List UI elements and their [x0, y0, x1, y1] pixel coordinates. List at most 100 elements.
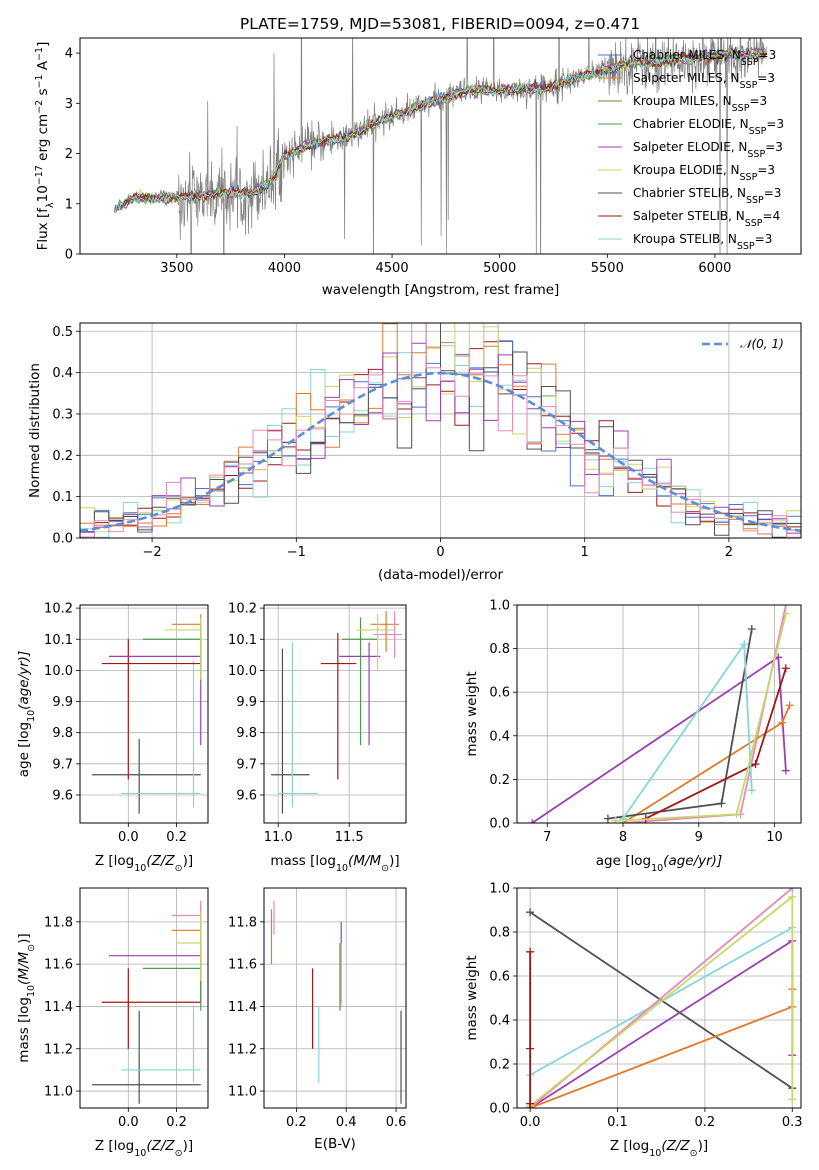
label-part: SSP [740, 172, 758, 183]
y-tick-label: 11.4 [44, 1000, 73, 1015]
y-tick-label: 4 [65, 47, 73, 62]
x-tick-label: 0.6 [386, 1115, 407, 1130]
y-tick-label: 0.6 [489, 970, 510, 985]
x-tick-label: 0.0 [520, 1115, 541, 1130]
y-axis-label: Normed distribution [27, 363, 43, 498]
mass_vs_ebv-panel: 0.2 0.4 0.6 11.0 11.2 11.4 11.6 11.8 E(B-V) [228, 887, 407, 1152]
y-tick-label: 0.1 [52, 490, 73, 505]
y-tick-label: 1.0 [489, 599, 510, 614]
y-tick-label: 1 [65, 197, 73, 212]
label-part: )] [389, 853, 400, 869]
axes-frame [79, 887, 209, 1109]
axes-frame [79, 37, 802, 255]
axes-frame [263, 604, 407, 824]
y-tick-label: 11.2 [228, 1042, 257, 1057]
x-tick-label: 0 [436, 545, 444, 560]
y-tick-label: 0.2 [489, 773, 510, 788]
point-kroupa_elodie [611, 816, 620, 823]
label-part: SSP [747, 149, 765, 160]
label-part: −1 [34, 74, 45, 88]
y-tick-label: 0.4 [52, 366, 73, 381]
y-tick-label: 11.8 [44, 915, 73, 930]
label-part: )] [183, 1138, 194, 1154]
x-tick-label: 4000 [268, 261, 301, 276]
y-tick-label: 9.9 [236, 695, 257, 710]
y-tick-label: 11.0 [44, 1085, 73, 1100]
y-tick-label: 9.8 [236, 726, 257, 741]
model-line-kroupa_stelib [113, 46, 768, 214]
x-axis-label: age [log10(age/yr)] [596, 853, 722, 874]
point-salpeter_stelib [526, 1099, 535, 1108]
label-part: =3 [765, 140, 783, 154]
point-salpeter_elodie [781, 766, 790, 775]
hist-chabrier_stelib [80, 323, 801, 538]
label-part: =3 [749, 94, 767, 108]
y-tick-label: 0.2 [489, 1058, 510, 1073]
point-kroupa_elodie [788, 892, 797, 901]
point-kroupa_stelib [740, 640, 749, 649]
y-tick-label: 2 [65, 147, 73, 162]
errorbars [271, 611, 402, 814]
label-part: ⊙ [175, 863, 183, 874]
x-tick-label: −2 [143, 545, 162, 560]
label-part: =3 [759, 48, 777, 62]
label-part: SSP [740, 80, 758, 91]
label-part: Kroupa STELIB, N [633, 232, 737, 246]
label-part: )] [183, 853, 194, 869]
point-kroupa_stelib [747, 786, 756, 795]
label-part: ⊙ [690, 1148, 698, 1159]
axes-frame [263, 887, 407, 1109]
x-tick-label: 0.4 [336, 1115, 357, 1130]
legend-label: Kroupa STELIB, NSSP=3 [633, 232, 772, 252]
x-tick-label: 9 [695, 830, 703, 845]
y-tick-label: 11.6 [44, 958, 73, 973]
spectrum-lines [113, 38, 768, 254]
label-part: =3 [766, 117, 784, 131]
weight-lines [528, 605, 794, 823]
point-salpeter_elodie [528, 819, 537, 823]
y-tick-label: 9.9 [52, 695, 73, 710]
label-part: SSP [741, 57, 759, 68]
label-part: 10 [26, 710, 37, 722]
label-part: =3 [755, 232, 773, 246]
x-tick-label: 0.2 [166, 830, 187, 845]
mass_vs_Z-panel: 0.0 0.211.011.211.411.611.8Z [log10(Z/Z⊙)… [16, 887, 209, 1159]
point-pink [788, 888, 797, 892]
point-chabrier_stelib [717, 799, 726, 808]
y-tick-label: 3 [65, 97, 73, 112]
x-tick-label: 7 [543, 830, 551, 845]
legend-label: 𝒩(0, 1) [740, 337, 784, 351]
legend-label: Salpeter STELIB, NSSP=4 [633, 209, 780, 229]
point-salpeter_stelib [781, 664, 790, 673]
point-chabrier_stelib [747, 624, 756, 633]
y-tick-label: 0.4 [489, 729, 510, 744]
errorbars [270, 900, 402, 1104]
label-part: (M/M [16, 951, 32, 984]
label-part: 10 [134, 863, 146, 874]
y-tick-label: 9.7 [52, 757, 73, 772]
x-tick-label: 5500 [591, 261, 624, 276]
x-tick-label: 0.3 [782, 1115, 803, 1130]
y-tick-label: 0.2 [52, 449, 73, 464]
y-tick-label: 0.0 [489, 1102, 510, 1117]
label-part: λ [45, 202, 56, 208]
x-tick-label: 4500 [376, 261, 409, 276]
x-tick-label: 1 [581, 545, 589, 560]
label-part: Salpeter ELODIE, N [633, 140, 747, 154]
label-part: ⊙ [175, 1148, 183, 1159]
axes-frame [79, 322, 802, 539]
y-tick-label: 0.8 [489, 926, 510, 941]
x-tick-label: 0.1 [607, 1115, 628, 1130]
y-tick-label: 0.5 [52, 325, 73, 340]
label-part: s [35, 88, 51, 99]
series-kroupa_stelib [622, 641, 753, 820]
y-tick-label: 9.8 [52, 726, 73, 741]
x-tick-label: 0.0 [118, 830, 139, 845]
spectrum-panel: 3500 4000 4500 5000 5500 6000 0 1 2 3 4 Chabrier MI… [34, 37, 802, 298]
label-part: SSP [732, 103, 750, 114]
label-part: (Z/Z [146, 1138, 175, 1154]
x-axis-label: wavelength [Angstrom, rest frame] [322, 282, 560, 298]
y-axis-label: mass weight [464, 671, 480, 756]
label-part: Salpeter MILES, N [633, 71, 740, 85]
y-tick-label: 0 [65, 248, 73, 263]
